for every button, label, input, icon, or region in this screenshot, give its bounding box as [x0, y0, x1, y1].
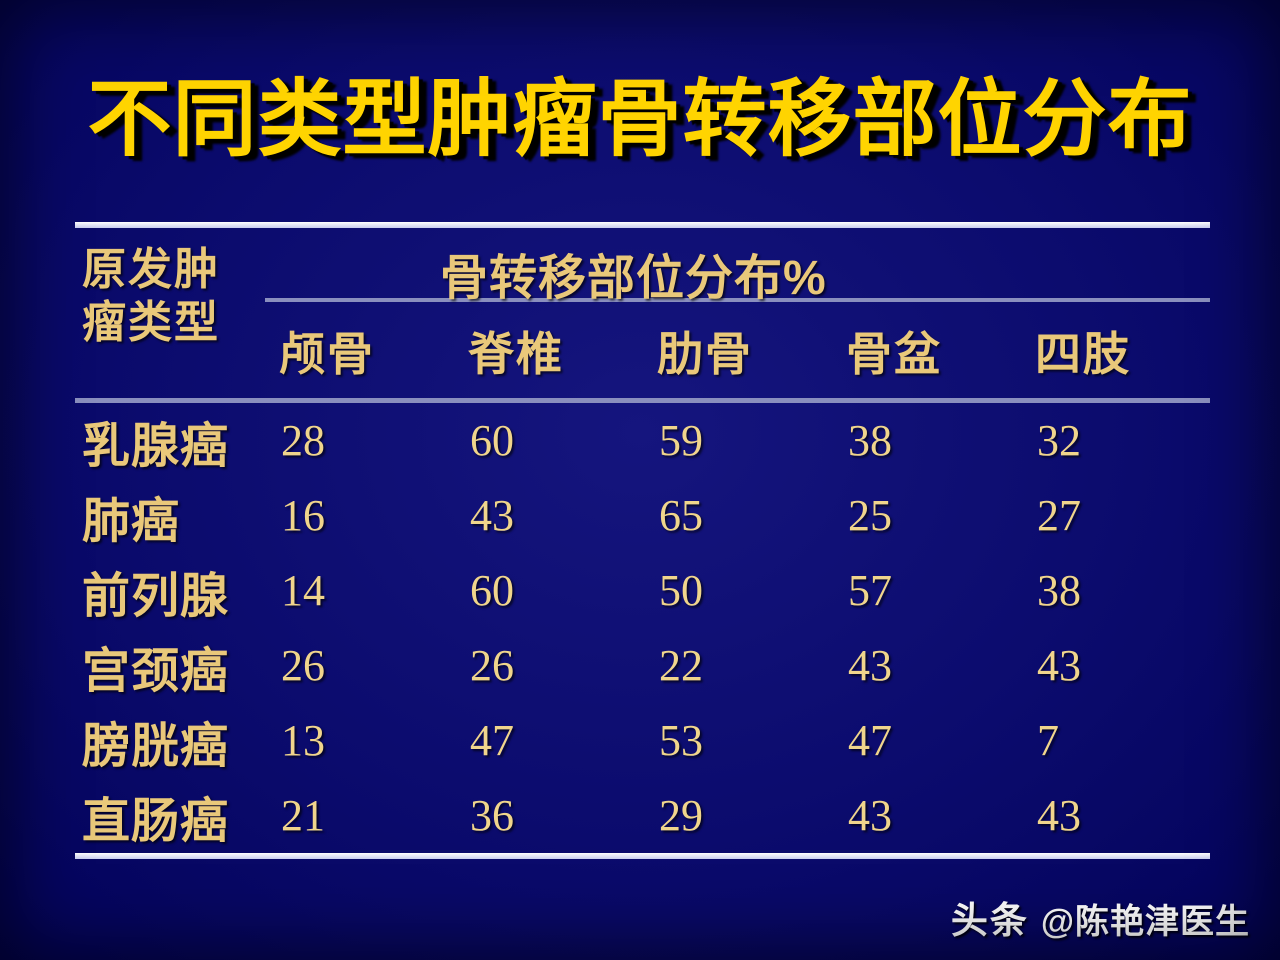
column-header-ribs: 肋骨	[657, 328, 753, 380]
value-cell: 28	[281, 416, 325, 465]
value-cell: 7	[1037, 716, 1059, 765]
value-cell: 27	[1037, 491, 1081, 540]
value-cell: 43	[470, 491, 514, 540]
column-header-skull: 颅骨	[279, 328, 375, 380]
value-cell: 43	[1037, 791, 1081, 840]
table-row-bladder-cancer: 膀胱癌 13 47 53 47 7	[75, 703, 1210, 778]
value-cell: 50	[659, 566, 703, 615]
value-cell: 21	[281, 791, 325, 840]
value-cell: 36	[470, 791, 514, 840]
value-cell: 43	[848, 641, 892, 690]
value-cell: 14	[281, 566, 325, 615]
row-label: 前列腺	[82, 569, 230, 623]
value-cell: 57	[848, 566, 892, 615]
value-cell: 16	[281, 491, 325, 540]
watermark-brand-toutiao: 头条	[950, 900, 1029, 941]
row-label: 膀胱癌	[82, 719, 230, 773]
row-label: 肺癌	[82, 494, 181, 548]
row-label: 乳腺癌	[82, 419, 230, 473]
table-row-breast-cancer: 乳腺癌 28 60 59 38 32	[75, 403, 1210, 478]
row-label: 宫颈癌	[82, 644, 230, 698]
value-cell: 26	[281, 641, 325, 690]
table-row-lung-cancer: 肺癌 16 43 65 25 27	[75, 478, 1210, 553]
watermark-author-handle: @陈艳津医生	[1040, 903, 1250, 941]
value-cell: 59	[659, 416, 703, 465]
table-row-rectal-cancer: 直肠癌 21 36 29 43 43	[75, 778, 1210, 853]
table-row-prostate: 前列腺 14 60 50 57 38	[75, 553, 1210, 628]
table-row-cervical-cancer: 宫颈癌 26 26 22 43 43	[75, 628, 1210, 703]
value-cell: 22	[659, 641, 703, 690]
value-cell: 43	[848, 791, 892, 840]
value-cell: 53	[659, 716, 703, 765]
header-body-rule	[75, 398, 1210, 403]
group-header-rule	[265, 298, 1210, 302]
value-cell: 26	[470, 641, 514, 690]
column-header-limbs: 四肢	[1035, 328, 1131, 380]
group-header-label: 骨转移部位分布%	[440, 252, 827, 305]
column-group-area: 骨转移部位分布% 颅骨 脊椎 肋骨 骨盆 四肢	[265, 228, 1210, 398]
value-cell: 43	[1037, 641, 1081, 690]
value-cell: 13	[281, 716, 325, 765]
value-cell: 47	[848, 716, 892, 765]
value-cell: 32	[1037, 416, 1081, 465]
value-cell: 47	[470, 716, 514, 765]
column-header-spine: 脊椎	[468, 328, 564, 380]
table-top-rule	[75, 222, 1210, 228]
table-body: 乳腺癌 28 60 59 38 32 肺癌 16 43 65 25 27 前列腺…	[75, 403, 1210, 853]
value-cell: 65	[659, 491, 703, 540]
bone-metastasis-table: 原发肿瘤类型 骨转移部位分布% 颅骨 脊椎 肋骨 骨盆 四肢 乳腺癌 28 60	[75, 222, 1210, 859]
row-header-cell: 原发肿瘤类型	[75, 228, 265, 398]
watermark: 头条 @陈艳津医生	[951, 890, 1250, 944]
row-label: 直肠癌	[82, 794, 230, 848]
table-bottom-rule	[75, 853, 1210, 859]
value-cell: 29	[659, 791, 703, 840]
column-header-row: 颅骨 脊椎 肋骨 骨盆 四肢	[265, 302, 1210, 398]
value-cell: 38	[1037, 566, 1081, 615]
value-cell: 25	[848, 491, 892, 540]
value-cell: 60	[470, 416, 514, 465]
row-header-label: 原发肿瘤类型	[82, 245, 220, 347]
value-cell: 60	[470, 566, 514, 615]
slide-title: 不同类型肿瘤骨转移部位分布	[87, 72, 1193, 166]
column-header-pelvis: 骨盆	[846, 328, 942, 380]
table-header: 原发肿瘤类型 骨转移部位分布% 颅骨 脊椎 肋骨 骨盆 四肢	[75, 228, 1210, 398]
value-cell: 38	[848, 416, 892, 465]
